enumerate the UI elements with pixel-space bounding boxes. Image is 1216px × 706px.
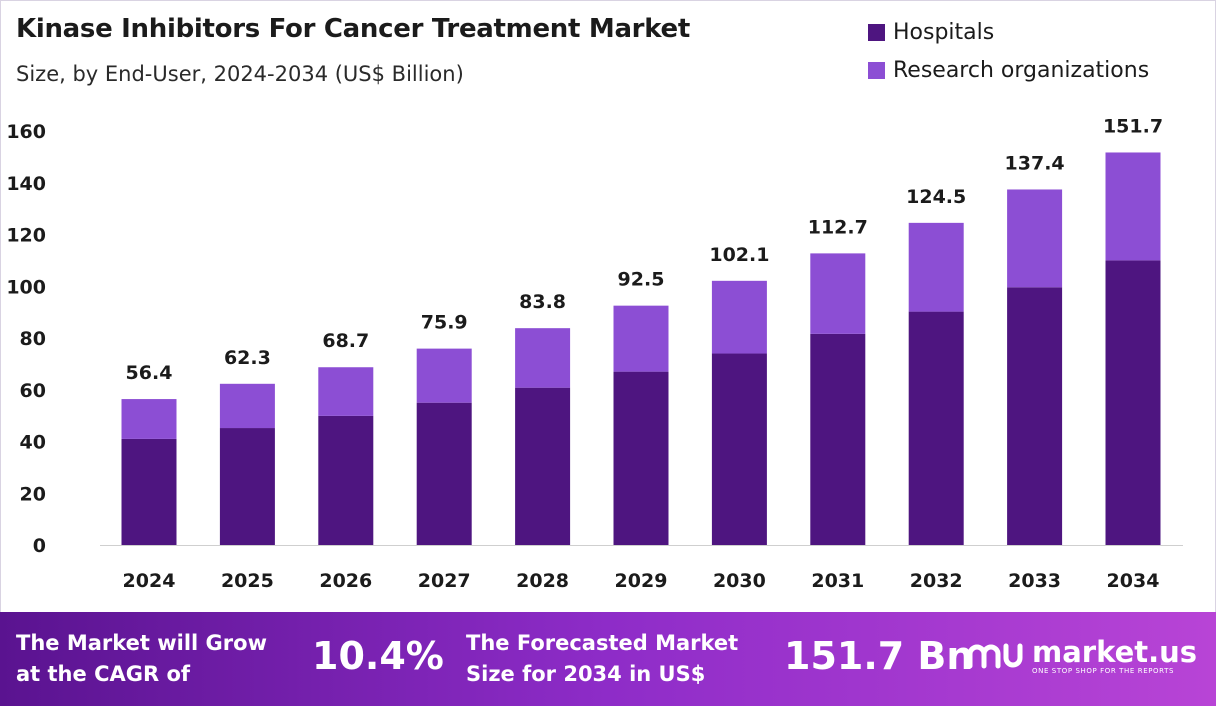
legend-item-hospitals[interactable]: Hospitals (868, 13, 1149, 51)
legend-item-research-organizations[interactable]: Research organizations (868, 51, 1149, 89)
bar-2034-hospitals (1105, 260, 1161, 545)
x-tick-label-2024: 2024 (123, 570, 176, 592)
market-us-logo-icon (967, 643, 1023, 669)
cagr-caption-line1: The Market will Grow (16, 631, 267, 655)
data-label-2028: 83.8 (519, 291, 566, 313)
data-label-2031: 112.7 (808, 216, 868, 238)
market-us-logo[interactable]: market.us ONE STOP SHOP FOR THE REPORTS (966, 636, 1197, 676)
bar-2029-research-organizations (613, 305, 669, 372)
bar-2024-hospitals (121, 438, 177, 545)
legend-swatch-research-organizations (868, 61, 885, 79)
bar-2028-research-organizations (515, 328, 571, 388)
forecast-caption-line2: Size for 2034 in US$ (466, 662, 706, 686)
bar-2031-research-organizations (810, 253, 866, 334)
y-tick-label-140: 140 (6, 173, 46, 195)
y-tick-label-40: 40 (20, 432, 46, 454)
chart-subtitle: Size, by End-User, 2024-2034 (US$ Billio… (16, 62, 464, 86)
bar-2030-research-organizations (711, 280, 767, 354)
cagr-caption: The Market will Grow at the CAGR of (16, 628, 267, 690)
legend-label-research-organizations: Research organizations (893, 57, 1150, 83)
bar-2024-research-organizations (121, 399, 177, 439)
y-tick-label-60: 60 (20, 380, 46, 402)
data-label-2027: 75.9 (421, 312, 468, 334)
bar-2027-hospitals (416, 402, 472, 545)
data-label-2034: 151.7 (1103, 115, 1163, 137)
y-tick-label-160: 160 (6, 121, 46, 143)
x-tick-label-2033: 2033 (1008, 570, 1061, 592)
x-tick-label-2025: 2025 (221, 570, 274, 592)
x-tick-label-2026: 2026 (319, 570, 372, 592)
bar-2029-hospitals (613, 371, 669, 545)
x-tick-label-2027: 2027 (418, 570, 471, 592)
bar-2033-hospitals (1007, 287, 1063, 545)
bar-2031-hospitals (810, 333, 866, 545)
data-label-2032: 124.5 (906, 186, 966, 208)
legend: Hospitals Research organizations (868, 13, 1149, 89)
forecast-caption: The Forecasted Market Size for 2034 in U… (466, 628, 738, 690)
data-label-2024: 56.4 (126, 362, 173, 384)
bar-chart: 0 20 40 60 80 100 120 140 160 56.4 2024 62.3 2025 68.… (6, 115, 1183, 592)
data-label-2029: 92.5 (618, 269, 665, 291)
legend-label-hospitals: Hospitals (893, 19, 995, 45)
bar-2034-research-organizations (1105, 152, 1161, 261)
bar-2028-hospitals (515, 387, 571, 545)
x-tick-label-2031: 2031 (811, 570, 864, 592)
bar-2026-hospitals (318, 415, 374, 545)
bar-2033-research-organizations (1007, 189, 1063, 288)
x-tick-label-2032: 2032 (910, 570, 963, 592)
x-tick-label-2029: 2029 (615, 570, 668, 592)
data-label-2033: 137.4 (1005, 152, 1065, 174)
data-label-2025: 62.3 (224, 347, 271, 369)
logo-name: market.us (1032, 635, 1198, 669)
bar-2025-hospitals (219, 428, 275, 545)
bar-2025-research-organizations (219, 383, 275, 429)
x-tick-label-2034: 2034 (1107, 570, 1160, 592)
chart-title: Kinase Inhibitors For Cancer Treatment M… (16, 14, 690, 44)
y-tick-label-0: 0 (33, 535, 46, 557)
y-tick-label-120: 120 (6, 225, 46, 247)
cagr-value: 10.4% (312, 634, 444, 678)
bar-2032-research-organizations (908, 222, 964, 312)
y-tick-label-20: 20 (20, 483, 46, 505)
legend-swatch-hospitals (868, 23, 885, 41)
x-tick-label-2030: 2030 (713, 570, 766, 592)
forecast-value: 151.7 Bn (784, 634, 974, 678)
y-tick-label-80: 80 (20, 328, 46, 350)
data-label-2026: 68.7 (322, 330, 369, 352)
bar-2027-research-organizations (416, 348, 472, 403)
x-tick-label-2028: 2028 (516, 570, 569, 592)
logo-tagline: ONE STOP SHOP FOR THE REPORTS (1032, 667, 1175, 675)
summary-banner: The Market will Grow at the CAGR of 10.4… (0, 612, 1216, 706)
y-tick-label-100: 100 (6, 276, 46, 298)
data-label-2030: 102.1 (709, 244, 769, 266)
bar-2026-research-organizations (318, 367, 374, 416)
bar-2032-hospitals (908, 311, 964, 545)
cagr-caption-line2: at the CAGR of (16, 662, 191, 686)
forecast-caption-line1: The Forecasted Market (466, 631, 739, 655)
bar-2030-hospitals (711, 353, 767, 545)
